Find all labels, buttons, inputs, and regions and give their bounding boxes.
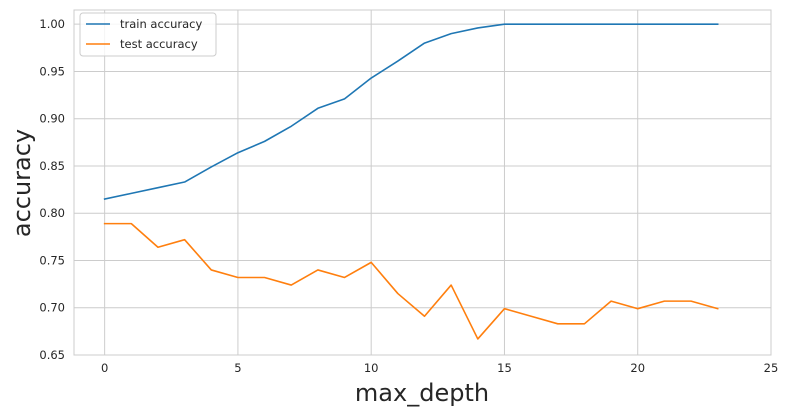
x-tick-label: 5 [234, 361, 241, 375]
plot-frame [73, 9, 772, 356]
x-tick-labels: 0 5 10 15 20 25 [101, 361, 778, 375]
legend-label-train: train accuracy [120, 17, 203, 31]
legend-label-test: test accuracy [120, 37, 198, 51]
y-tick-label: 0.75 [39, 253, 65, 267]
legend: train accuracy test accuracy [79, 12, 217, 57]
x-tick-label: 0 [101, 361, 108, 375]
y-tick-label: 0.65 [39, 348, 65, 362]
y-tick-label: 1.00 [39, 17, 65, 31]
legend-box [79, 12, 217, 57]
x-tick-label: 25 [764, 361, 779, 375]
plot-background [74, 10, 771, 355]
series-layer [103, 23, 719, 340]
y-tick-label: 0.90 [39, 112, 65, 126]
y-axis-label: accuracy [8, 129, 36, 237]
x-tick-label: 15 [497, 361, 512, 375]
y-tick-label: 0.85 [39, 159, 65, 173]
y-tick-label: 0.95 [39, 64, 65, 78]
x-tick-label: 20 [630, 361, 645, 375]
y-tick-label: 0.70 [39, 301, 65, 315]
x-axis-label: max_depth [355, 379, 489, 407]
series-line-test-accuracy [103, 222, 719, 340]
y-tick-label: 0.80 [39, 206, 65, 220]
y-tick-labels: 0.65 0.70 0.75 0.80 0.85 0.90 0.95 1.00 [39, 17, 65, 362]
x-tick-label: 10 [364, 361, 379, 375]
series-line-train-accuracy [103, 23, 719, 200]
